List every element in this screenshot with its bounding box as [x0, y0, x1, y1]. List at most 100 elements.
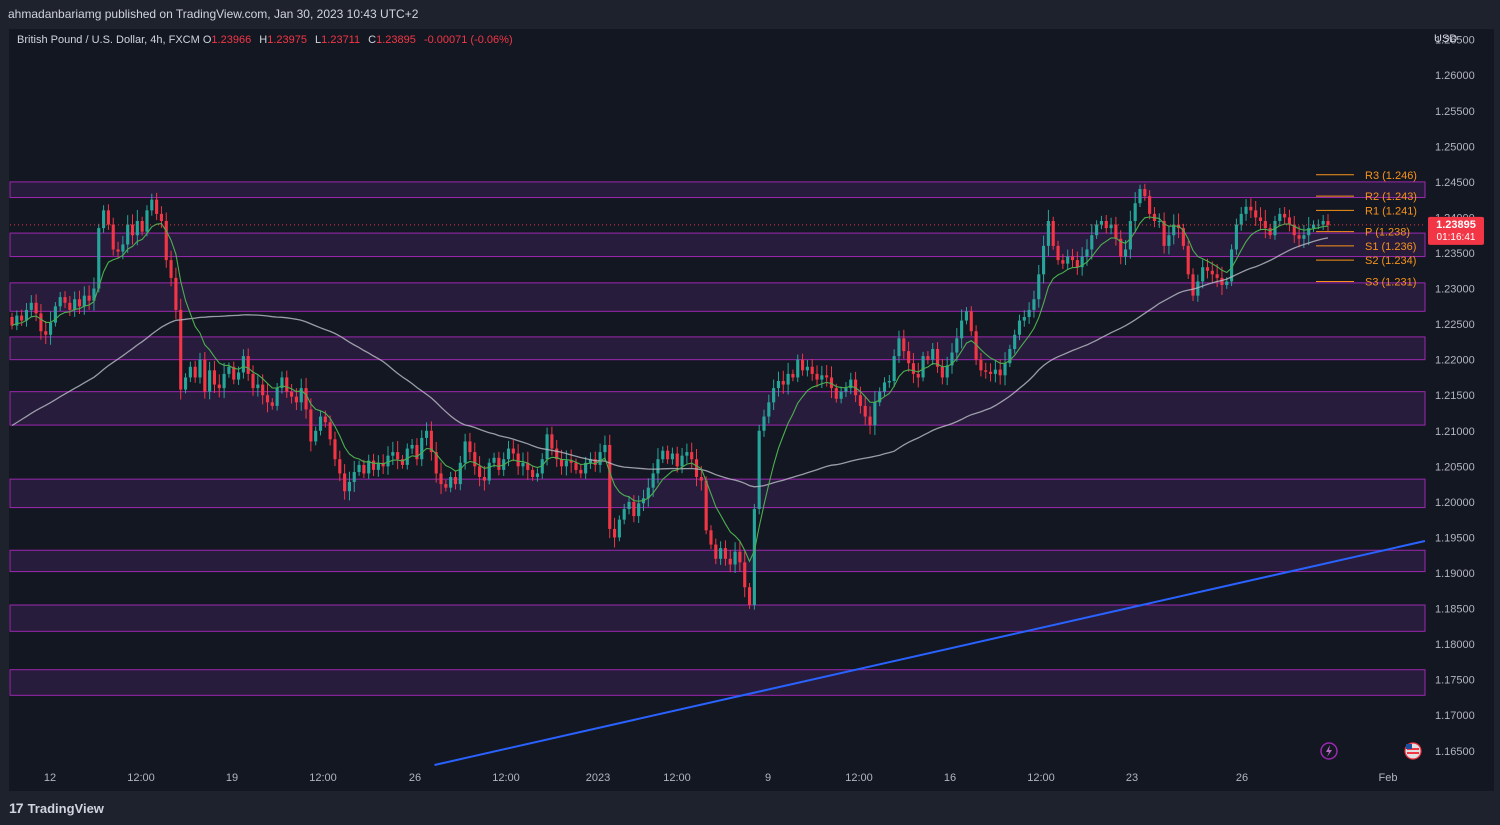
candle-body	[516, 453, 520, 467]
candle-body	[535, 473, 540, 477]
candle-body	[974, 331, 978, 360]
candle-body	[945, 365, 949, 378]
candle-body	[810, 366, 814, 374]
candle-body	[1215, 274, 1219, 278]
candle-body	[1066, 256, 1070, 264]
candle-body	[1258, 217, 1263, 221]
candle-body	[911, 363, 916, 374]
candle-body	[564, 460, 568, 467]
candle-body	[752, 509, 756, 605]
candle-body	[1326, 221, 1330, 225]
candle-body	[622, 509, 626, 520]
candle-body	[1075, 260, 1079, 268]
candle-body	[463, 441, 467, 463]
candle-body	[1037, 274, 1041, 300]
candle-body	[868, 416, 872, 426]
candle-body	[728, 558, 732, 565]
candle-body	[1181, 228, 1185, 246]
candle-body	[116, 249, 120, 252]
candle-body	[1128, 221, 1132, 250]
x-axis-tick-label: 26	[409, 772, 421, 784]
candle-body	[1032, 299, 1036, 310]
candle-body	[637, 503, 641, 517]
candle-body	[781, 381, 785, 385]
lightning-icon[interactable]	[1320, 742, 1338, 760]
candle-body	[1239, 213, 1243, 225]
x-axis-tick-label: 26	[1236, 772, 1248, 784]
candle-body	[1283, 213, 1287, 218]
candle-body	[1090, 235, 1094, 250]
ohlc-high-label: H	[259, 34, 268, 46]
candle-body	[338, 459, 342, 474]
flag-icon-stripe	[1407, 752, 1419, 754]
candle-body	[1287, 217, 1292, 225]
candle-body	[767, 402, 771, 417]
y-axis-tick-label: 1.18500	[1435, 604, 1475, 616]
candle-body	[873, 402, 877, 426]
candle-body	[704, 480, 708, 531]
candle-body	[1061, 260, 1065, 264]
candle-body	[1302, 235, 1306, 239]
candle-body	[897, 338, 901, 357]
candle-body	[1157, 221, 1161, 222]
candle-body	[709, 530, 713, 545]
candle-body	[386, 455, 390, 467]
sr-zone-1	[9, 181, 1426, 199]
candle-body	[940, 366, 944, 378]
pivot-label: S3 (1.231)	[1365, 276, 1416, 288]
candle-body	[449, 477, 453, 488]
candle-body	[1307, 228, 1311, 236]
candle-body	[545, 434, 549, 460]
candle-body	[193, 366, 197, 378]
candle-body	[371, 460, 376, 470]
candle-body	[420, 437, 424, 460]
y-axis-tick-label: 1.21500	[1435, 390, 1475, 402]
candle-body	[916, 373, 920, 378]
x-axis-tick-label: 16	[944, 772, 956, 784]
candle-body	[656, 459, 660, 474]
bottom-bar	[0, 791, 1500, 825]
candle-body	[357, 464, 361, 473]
candle-body	[569, 460, 573, 463]
candle-body	[1119, 238, 1123, 257]
sr-zone-8	[9, 604, 1426, 632]
tradingview-brand[interactable]: 17 TradingView	[9, 800, 104, 816]
ohlc-low: 1.23711	[321, 34, 361, 46]
candle-body	[1225, 281, 1229, 285]
candle-body	[58, 297, 62, 307]
candle-body	[747, 587, 752, 605]
candle-body	[256, 384, 260, 389]
y-axis-tick-label: 1.25500	[1435, 106, 1475, 118]
flag-icon-canton	[1406, 744, 1412, 749]
candle-body	[1138, 189, 1142, 204]
candle-body	[834, 388, 838, 399]
candle-body	[478, 466, 482, 477]
candle-body	[212, 370, 217, 385]
y-axis-tick-label: 1.16500	[1435, 746, 1475, 758]
candle-body	[106, 210, 110, 225]
y-axis-tick-label: 1.20000	[1435, 497, 1475, 509]
candle-body	[1254, 210, 1258, 218]
candle-body	[92, 288, 96, 301]
candle-body	[1234, 224, 1238, 250]
candle-body	[849, 379, 853, 389]
candle-body	[1109, 224, 1113, 229]
sr-zone-7	[9, 549, 1426, 573]
candle-body	[521, 462, 525, 467]
candle-body	[685, 452, 689, 456]
x-axis-tick-label: 12:00	[127, 772, 155, 784]
candle-body	[603, 445, 607, 453]
candle-body	[1321, 221, 1325, 225]
candle-body	[1297, 235, 1301, 239]
candle-body	[796, 359, 800, 378]
candle-body	[217, 384, 221, 389]
candle-body	[964, 311, 969, 321]
candle-body	[950, 352, 954, 366]
candle-body	[227, 366, 231, 374]
currency-label: USD	[1434, 33, 1458, 45]
candle-body	[723, 548, 728, 559]
y-axis-tick-label: 1.25000	[1435, 141, 1475, 153]
candle-body	[29, 302, 33, 310]
ohlc-open: 1.23966	[211, 34, 252, 46]
